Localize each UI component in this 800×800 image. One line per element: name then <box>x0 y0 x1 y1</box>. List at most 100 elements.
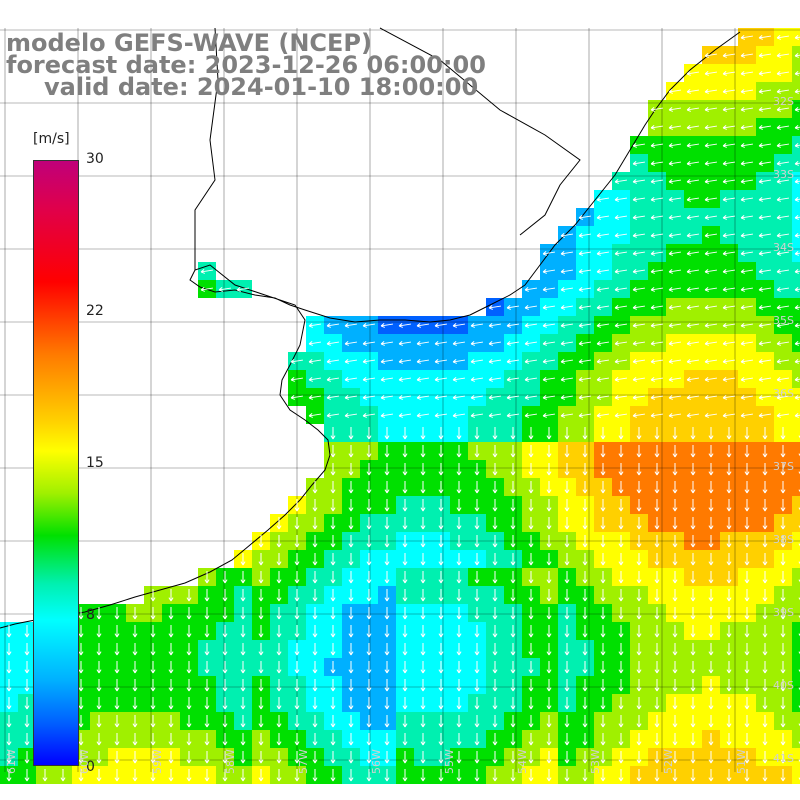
wind-arrow <box>708 607 714 620</box>
wind-arrow <box>218 286 232 292</box>
wind-arrow <box>776 196 790 202</box>
wind-arrow <box>524 322 538 328</box>
wind-arrow <box>632 232 646 238</box>
wind-arrow <box>416 340 430 346</box>
wind-arrow <box>636 643 642 656</box>
wind-arrow <box>240 661 246 674</box>
wind-arrow <box>600 751 606 764</box>
longitude-label: 57W <box>297 749 310 774</box>
wind-arrow <box>492 679 498 692</box>
wind-arrow <box>294 499 300 512</box>
wind-arrow <box>672 499 678 512</box>
wind-arrow <box>258 535 264 548</box>
wind-arrow <box>650 376 664 382</box>
wind-arrow <box>600 445 606 458</box>
wind-arrow <box>650 142 664 148</box>
wind-arrow <box>452 322 466 328</box>
wind-arrow <box>690 625 696 638</box>
wind-arrow <box>636 751 642 764</box>
wind-arrow <box>582 715 588 728</box>
wind-arrow <box>366 679 372 692</box>
wind-arrow <box>96 679 102 692</box>
wind-arrow <box>312 715 318 728</box>
wind-arrow <box>362 376 376 382</box>
wind-arrow <box>672 535 678 548</box>
wind-arrow <box>654 517 660 530</box>
wind-arrow <box>528 571 534 584</box>
wind-arrow <box>222 733 228 746</box>
wind-arrow <box>488 340 502 346</box>
wind-arrow <box>168 733 174 746</box>
wind-arrow <box>524 286 538 292</box>
wind-arrow <box>618 661 624 674</box>
wind-arrow <box>740 214 754 220</box>
latitude-label: 36S <box>773 387 794 400</box>
wind-arrow <box>348 625 354 638</box>
wind-arrow <box>776 142 790 148</box>
wind-arrow <box>762 535 768 548</box>
wind-arrow <box>600 589 606 602</box>
wind-arrow <box>294 589 300 602</box>
wind-arrow <box>348 751 354 764</box>
longitude-label: 53W <box>589 749 602 774</box>
wind-arrow <box>744 733 750 746</box>
wind-arrow <box>168 751 174 764</box>
wind-arrow <box>488 358 502 364</box>
wind-arrow <box>740 340 754 346</box>
wind-arrow <box>6 715 12 728</box>
wind-arrow <box>452 376 466 382</box>
wind-arrow <box>726 517 732 530</box>
wind-arrow <box>564 715 570 728</box>
wind-arrow <box>420 607 426 620</box>
wind-arrow <box>546 427 552 440</box>
wind-arrow <box>582 661 588 674</box>
wind-arrow <box>222 607 228 620</box>
wind-arrow <box>582 481 588 494</box>
wind-arrow <box>420 625 426 638</box>
wind-arrow <box>794 88 800 94</box>
wind-arrow <box>614 340 628 346</box>
latitude-label: 33S <box>773 168 794 181</box>
wind-arrow <box>654 571 660 584</box>
wind-arrow <box>344 340 358 346</box>
wind-arrow <box>362 340 376 346</box>
wind-arrow <box>582 427 588 440</box>
wind-arrow <box>632 322 646 328</box>
wind-arrow <box>546 589 552 602</box>
wind-arrow <box>438 751 444 764</box>
wind-arrow <box>650 160 664 166</box>
wind-arrow <box>744 445 750 458</box>
wind-arrow <box>740 250 754 256</box>
wind-arrow <box>650 286 664 292</box>
latitude-label: 35S <box>773 314 794 327</box>
colorbar-tick: 22 <box>86 303 104 319</box>
wind-arrow <box>276 715 282 728</box>
wind-arrow <box>168 607 174 620</box>
longitude-label: 52W <box>662 749 675 774</box>
wind-arrow <box>560 286 574 292</box>
wind-arrow <box>560 358 574 364</box>
wind-arrow <box>632 304 646 310</box>
wind-arrow <box>348 499 354 512</box>
wind-arrow <box>420 697 426 710</box>
wind-arrow <box>654 751 660 764</box>
wind-arrow <box>762 427 768 440</box>
wind-arrow <box>474 571 480 584</box>
title-valid-date: valid date: 2024-01-10 18:00:00 <box>44 73 479 101</box>
wind-arrow <box>704 52 718 58</box>
wind-arrow <box>614 376 628 382</box>
wind-arrow <box>330 661 336 674</box>
wind-arrow <box>776 340 790 346</box>
wind-arrow <box>686 412 700 418</box>
wind-arrow <box>614 322 628 328</box>
wind-arrow <box>686 214 700 220</box>
wind-arrow <box>762 661 768 674</box>
wind-arrow <box>510 589 516 602</box>
wind-arrow <box>708 535 714 548</box>
wind-arrow <box>704 358 718 364</box>
wind-arrow <box>438 715 444 728</box>
wind-arrow <box>708 715 714 728</box>
wind-arrow <box>668 322 682 328</box>
wind-arrow <box>686 142 700 148</box>
wind-arrow <box>456 643 462 656</box>
